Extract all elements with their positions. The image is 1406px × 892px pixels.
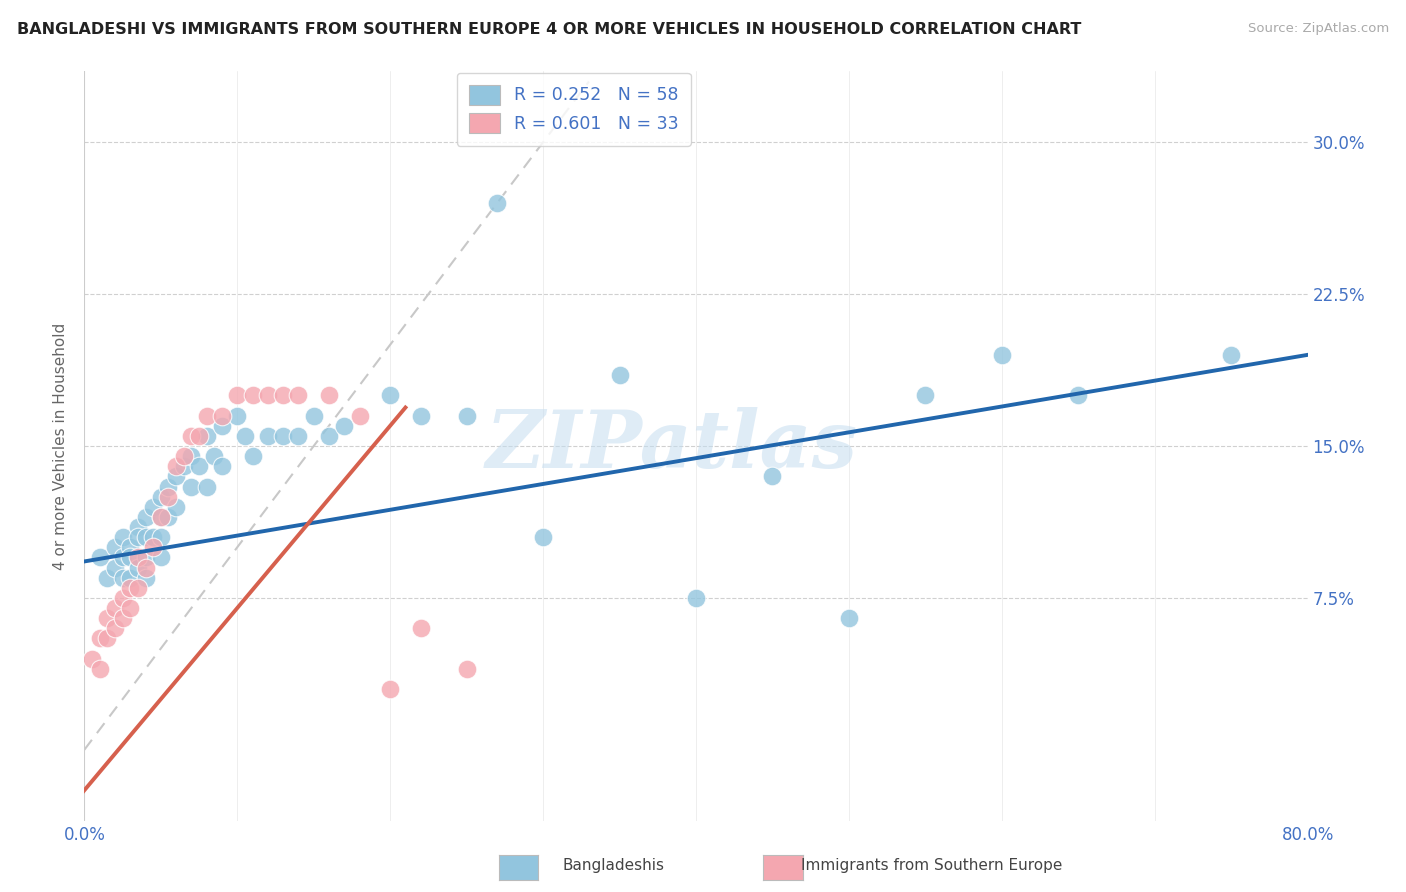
Point bbox=[111, 530, 134, 544]
Point bbox=[142, 541, 165, 555]
Point bbox=[287, 388, 309, 402]
Point bbox=[195, 409, 218, 423]
Point bbox=[89, 550, 111, 565]
Point bbox=[149, 530, 172, 544]
Point bbox=[111, 591, 134, 605]
Point bbox=[380, 681, 402, 696]
Text: ZIPatlas: ZIPatlas bbox=[485, 408, 858, 484]
Point bbox=[96, 571, 118, 585]
Point bbox=[120, 550, 142, 565]
Point bbox=[120, 571, 142, 585]
Text: BANGLADESHI VS IMMIGRANTS FROM SOUTHERN EUROPE 4 OR MORE VEHICLES IN HOUSEHOLD C: BANGLADESHI VS IMMIGRANTS FROM SOUTHERN … bbox=[17, 22, 1081, 37]
Point bbox=[257, 429, 280, 443]
Point bbox=[333, 418, 356, 433]
Point bbox=[111, 571, 134, 585]
Point bbox=[211, 459, 233, 474]
Point bbox=[242, 449, 264, 463]
Point bbox=[188, 429, 211, 443]
Point bbox=[149, 550, 172, 565]
Point bbox=[104, 621, 127, 635]
Point bbox=[318, 429, 340, 443]
Point bbox=[226, 388, 249, 402]
Point bbox=[180, 429, 202, 443]
Point bbox=[180, 449, 202, 463]
Point bbox=[318, 388, 340, 402]
Point bbox=[111, 611, 134, 625]
Text: Bangladeshis: Bangladeshis bbox=[562, 858, 665, 872]
Point bbox=[80, 651, 103, 665]
Point bbox=[302, 409, 325, 423]
Point bbox=[409, 409, 432, 423]
Point bbox=[188, 459, 211, 474]
Point bbox=[991, 348, 1014, 362]
Point bbox=[165, 500, 187, 514]
Point bbox=[120, 541, 142, 555]
Legend: R = 0.252   N = 58, R = 0.601   N = 33: R = 0.252 N = 58, R = 0.601 N = 33 bbox=[457, 72, 690, 145]
Point bbox=[157, 509, 180, 524]
Point bbox=[120, 581, 142, 595]
Point bbox=[242, 388, 264, 402]
Point bbox=[287, 429, 309, 443]
Point bbox=[271, 429, 294, 443]
Y-axis label: 4 or more Vehicles in Household: 4 or more Vehicles in Household bbox=[52, 322, 67, 570]
Point bbox=[609, 368, 631, 383]
Point bbox=[149, 509, 172, 524]
Point bbox=[120, 601, 142, 615]
Point bbox=[195, 479, 218, 493]
Point bbox=[96, 632, 118, 646]
Point bbox=[135, 530, 157, 544]
Point bbox=[409, 621, 432, 635]
Point bbox=[914, 388, 936, 402]
Point bbox=[195, 429, 218, 443]
Point bbox=[1067, 388, 1090, 402]
Point bbox=[173, 459, 195, 474]
Text: Immigrants from Southern Europe: Immigrants from Southern Europe bbox=[801, 858, 1063, 872]
Point bbox=[127, 520, 149, 534]
Point bbox=[233, 429, 256, 443]
Point bbox=[149, 490, 172, 504]
Point bbox=[180, 479, 202, 493]
Point bbox=[135, 571, 157, 585]
Point bbox=[202, 449, 225, 463]
Point bbox=[173, 449, 195, 463]
Point bbox=[157, 490, 180, 504]
Point bbox=[149, 509, 172, 524]
Point bbox=[135, 509, 157, 524]
Point bbox=[165, 469, 187, 483]
Point bbox=[761, 469, 783, 483]
Point bbox=[211, 418, 233, 433]
Point bbox=[142, 500, 165, 514]
Point bbox=[127, 550, 149, 565]
Point bbox=[226, 409, 249, 423]
Point bbox=[111, 550, 134, 565]
Point bbox=[142, 530, 165, 544]
Point bbox=[838, 611, 860, 625]
Point bbox=[257, 388, 280, 402]
Point bbox=[531, 530, 554, 544]
Point bbox=[1220, 348, 1243, 362]
Point bbox=[380, 388, 402, 402]
Point bbox=[89, 632, 111, 646]
Point bbox=[165, 459, 187, 474]
Point bbox=[104, 541, 127, 555]
Point bbox=[96, 611, 118, 625]
Point bbox=[104, 560, 127, 574]
Point bbox=[104, 601, 127, 615]
Point bbox=[211, 409, 233, 423]
Point bbox=[127, 560, 149, 574]
Point bbox=[271, 388, 294, 402]
Point bbox=[127, 530, 149, 544]
Point bbox=[456, 662, 478, 676]
Point bbox=[127, 581, 149, 595]
Text: Source: ZipAtlas.com: Source: ZipAtlas.com bbox=[1249, 22, 1389, 36]
Point bbox=[135, 550, 157, 565]
Point bbox=[456, 409, 478, 423]
Point bbox=[685, 591, 707, 605]
Point bbox=[486, 196, 509, 211]
Point bbox=[89, 662, 111, 676]
Point bbox=[135, 560, 157, 574]
Point bbox=[157, 479, 180, 493]
Point bbox=[349, 409, 371, 423]
